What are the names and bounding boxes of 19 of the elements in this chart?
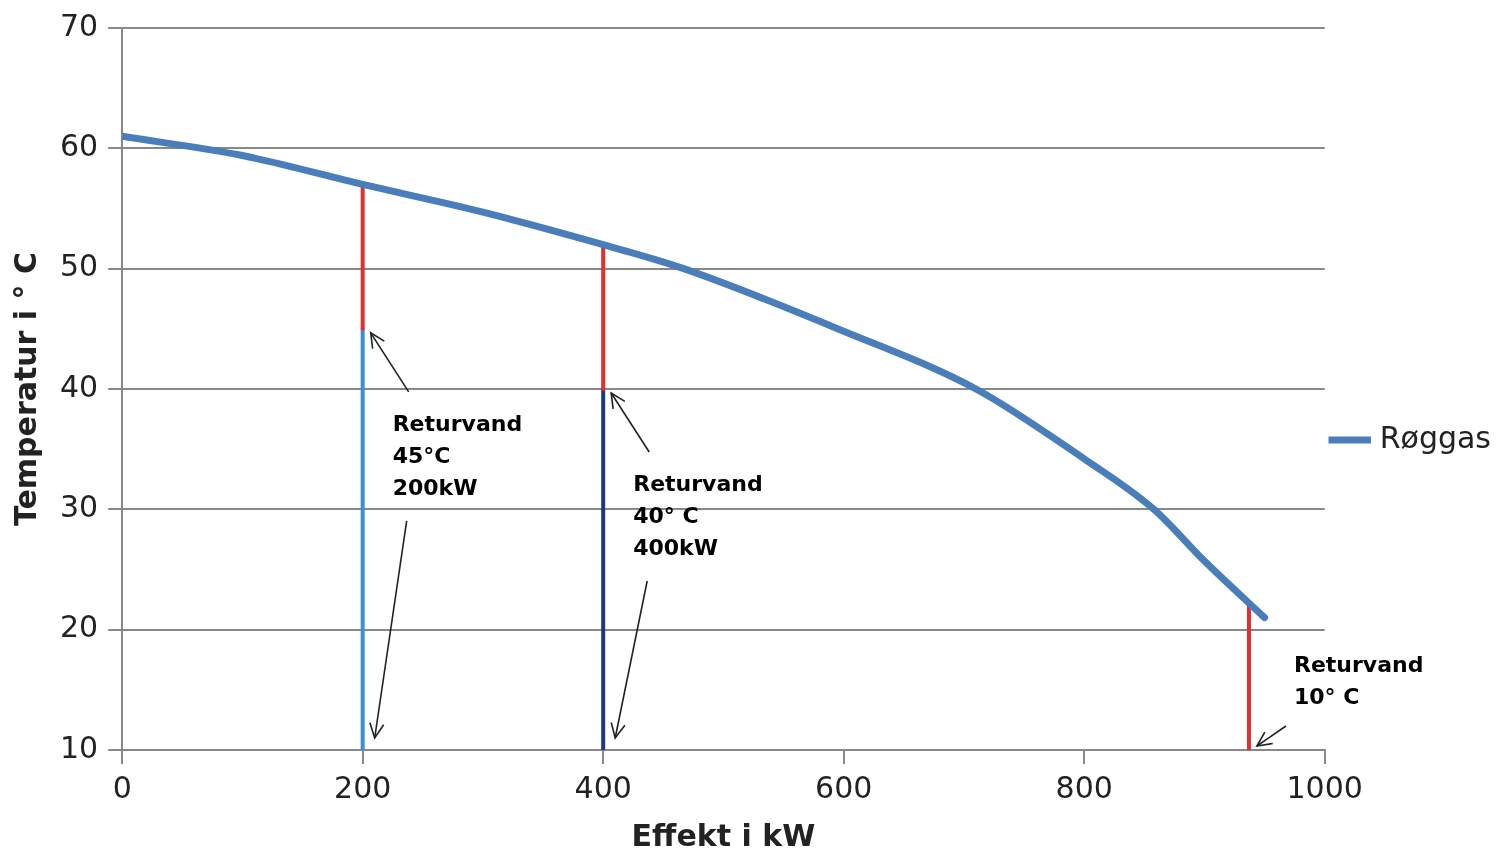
x-axis-title: Effekt i kW (631, 817, 816, 853)
x-tick-label: 200 (334, 769, 392, 805)
y-tick-label: 40 (59, 368, 99, 404)
legend-label: Røggas (1379, 419, 1492, 455)
y-axis-title: Temperatur i ° C (7, 251, 43, 527)
y-tick-label: 10 (59, 729, 99, 765)
y-tick-label: 60 (59, 128, 99, 164)
x-tick-label: 0 (112, 769, 132, 805)
y-tick-label: 20 (59, 609, 99, 645)
annotation: Returvand 10° C (1293, 652, 1424, 709)
x-tick-label: 600 (815, 769, 873, 805)
annotation: Returvand 45°C 200kW (392, 410, 523, 500)
x-tick-label: 800 (1055, 769, 1113, 805)
y-tick-label: 30 (59, 489, 99, 525)
y-tick-label: 70 (59, 7, 99, 43)
x-tick-label: 1000 (1286, 769, 1363, 805)
annotation: Returvand 40° C 400kW (633, 471, 763, 560)
y-tick-label: 50 (59, 248, 99, 284)
x-tick-label: 400 (574, 769, 632, 805)
